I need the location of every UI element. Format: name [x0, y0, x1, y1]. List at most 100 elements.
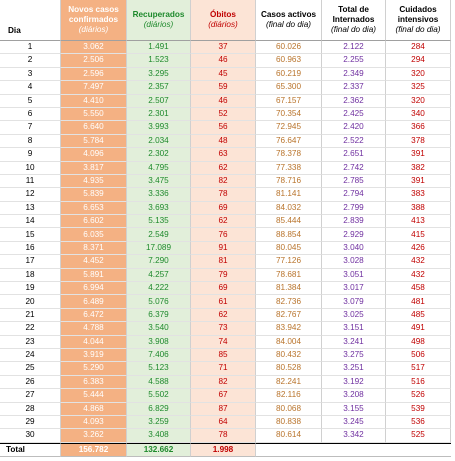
cell-dia[interactable]: 29 — [0, 415, 61, 430]
cell-recuperados[interactable]: 3.540 — [127, 322, 191, 336]
header-obitos[interactable]: Óbitos (diários) — [191, 0, 256, 41]
cell-obitos[interactable]: 45 — [191, 67, 256, 82]
cell-activos[interactable]: 85.444 — [256, 215, 322, 229]
cell-obitos[interactable]: 91 — [191, 241, 256, 256]
cell-internados[interactable]: 3.079 — [322, 295, 386, 309]
cell-activos[interactable]: 60.963 — [256, 54, 322, 68]
cell-intensivos[interactable]: 340 — [386, 107, 451, 122]
cell-novos[interactable]: 6.472 — [61, 308, 127, 323]
cell-novos[interactable]: 4.788 — [61, 322, 127, 336]
total-recuperados[interactable]: 132.662 — [127, 442, 191, 457]
cell-activos[interactable]: 78.716 — [256, 174, 322, 189]
cell-activos[interactable]: 84.004 — [256, 335, 322, 349]
cell-dia[interactable]: 27 — [0, 389, 61, 403]
cell-recuperados[interactable]: 4.588 — [127, 375, 191, 390]
cell-internados[interactable]: 2.362 — [322, 94, 386, 108]
total-activos-empty[interactable] — [256, 442, 322, 457]
cell-activos[interactable]: 80.614 — [256, 429, 322, 443]
cell-activos[interactable]: 88.854 — [256, 228, 322, 242]
cell-intensivos[interactable]: 516 — [386, 375, 451, 390]
cell-activos[interactable]: 81.141 — [256, 188, 322, 202]
cell-obitos[interactable]: 61 — [191, 295, 256, 309]
cell-internados[interactable]: 2.839 — [322, 215, 386, 229]
cell-recuperados[interactable]: 2.549 — [127, 228, 191, 242]
cell-internados[interactable]: 2.742 — [322, 161, 386, 175]
cell-intensivos[interactable]: 294 — [386, 54, 451, 68]
cell-novos[interactable]: 4.868 — [61, 402, 127, 416]
cell-intensivos[interactable]: 378 — [386, 134, 451, 149]
cell-recuperados[interactable]: 4.257 — [127, 268, 191, 283]
cell-intensivos[interactable]: 320 — [386, 94, 451, 108]
cell-internados[interactable]: 3.028 — [322, 255, 386, 269]
cell-activos[interactable]: 82.767 — [256, 308, 322, 323]
cell-recuperados[interactable]: 1.523 — [127, 54, 191, 68]
cell-dia[interactable]: 4 — [0, 81, 61, 95]
cell-obitos[interactable]: 85 — [191, 348, 256, 363]
cell-dia[interactable]: 16 — [0, 241, 61, 256]
cell-intensivos[interactable]: 539 — [386, 402, 451, 416]
cell-internados[interactable]: 3.051 — [322, 268, 386, 283]
cell-activos[interactable]: 80.528 — [256, 362, 322, 376]
cell-recuperados[interactable]: 5.123 — [127, 362, 191, 376]
cell-obitos[interactable]: 37 — [191, 41, 256, 55]
cell-novos[interactable]: 5.550 — [61, 107, 127, 122]
cell-activos[interactable]: 67.157 — [256, 94, 322, 108]
cell-intensivos[interactable]: 498 — [386, 335, 451, 349]
cell-activos[interactable]: 82.116 — [256, 389, 322, 403]
cell-dia[interactable]: 2 — [0, 54, 61, 68]
cell-internados[interactable]: 2.799 — [322, 201, 386, 216]
cell-obitos[interactable]: 81 — [191, 255, 256, 269]
cell-activos[interactable]: 80.045 — [256, 241, 322, 256]
cell-novos[interactable]: 2.506 — [61, 54, 127, 68]
cell-dia[interactable]: 20 — [0, 295, 61, 309]
cell-activos[interactable]: 60.219 — [256, 67, 322, 82]
cell-intensivos[interactable]: 506 — [386, 348, 451, 363]
cell-recuperados[interactable]: 2.357 — [127, 81, 191, 95]
cell-intensivos[interactable]: 458 — [386, 282, 451, 296]
cell-obitos[interactable]: 87 — [191, 402, 256, 416]
cell-intensivos[interactable]: 325 — [386, 81, 451, 95]
cell-activos[interactable]: 81.384 — [256, 282, 322, 296]
cell-novos[interactable]: 3.062 — [61, 41, 127, 55]
total-obitos[interactable]: 1.998 — [191, 442, 256, 457]
cell-obitos[interactable]: 79 — [191, 268, 256, 283]
cell-obitos[interactable]: 62 — [191, 161, 256, 175]
cell-dia[interactable]: 23 — [0, 335, 61, 349]
cell-dia[interactable]: 3 — [0, 67, 61, 82]
cell-recuperados[interactable]: 6.829 — [127, 402, 191, 416]
cell-novos[interactable]: 4.452 — [61, 255, 127, 269]
cell-recuperados[interactable]: 2.507 — [127, 94, 191, 108]
cell-obitos[interactable]: 69 — [191, 282, 256, 296]
cell-internados[interactable]: 2.337 — [322, 81, 386, 95]
cell-recuperados[interactable]: 2.301 — [127, 107, 191, 122]
cell-activos[interactable]: 77.126 — [256, 255, 322, 269]
cell-activos[interactable]: 65.300 — [256, 81, 322, 95]
cell-recuperados[interactable]: 3.693 — [127, 201, 191, 216]
header-dia[interactable]: Dia — [0, 0, 61, 41]
total-intensivos-empty[interactable] — [386, 442, 451, 457]
cell-recuperados[interactable]: 5.076 — [127, 295, 191, 309]
cell-novos[interactable]: 4.093 — [61, 415, 127, 430]
header-recuperados[interactable]: Recuperados (diários) — [127, 0, 191, 41]
cell-dia[interactable]: 25 — [0, 362, 61, 376]
cell-dia[interactable]: 12 — [0, 188, 61, 202]
cell-intensivos[interactable]: 536 — [386, 415, 451, 430]
cell-internados[interactable]: 3.017 — [322, 282, 386, 296]
cell-obitos[interactable]: 78 — [191, 188, 256, 202]
cell-internados[interactable]: 2.929 — [322, 228, 386, 242]
cell-intensivos[interactable]: 485 — [386, 308, 451, 323]
cell-recuperados[interactable]: 4.795 — [127, 161, 191, 175]
cell-obitos[interactable]: 74 — [191, 335, 256, 349]
cell-novos[interactable]: 6.640 — [61, 121, 127, 135]
cell-novos[interactable]: 3.262 — [61, 429, 127, 443]
cell-intensivos[interactable]: 413 — [386, 215, 451, 229]
cell-intensivos[interactable]: 526 — [386, 389, 451, 403]
cell-obitos[interactable]: 73 — [191, 322, 256, 336]
cell-recuperados[interactable]: 4.222 — [127, 282, 191, 296]
cell-internados[interactable]: 2.651 — [322, 148, 386, 162]
cell-intensivos[interactable]: 525 — [386, 429, 451, 443]
cell-internados[interactable]: 3.151 — [322, 322, 386, 336]
cell-internados[interactable]: 3.155 — [322, 402, 386, 416]
header-novos-casos[interactable]: Novos casos confirmados (diários) — [61, 0, 127, 41]
cell-internados[interactable]: 2.122 — [322, 41, 386, 55]
